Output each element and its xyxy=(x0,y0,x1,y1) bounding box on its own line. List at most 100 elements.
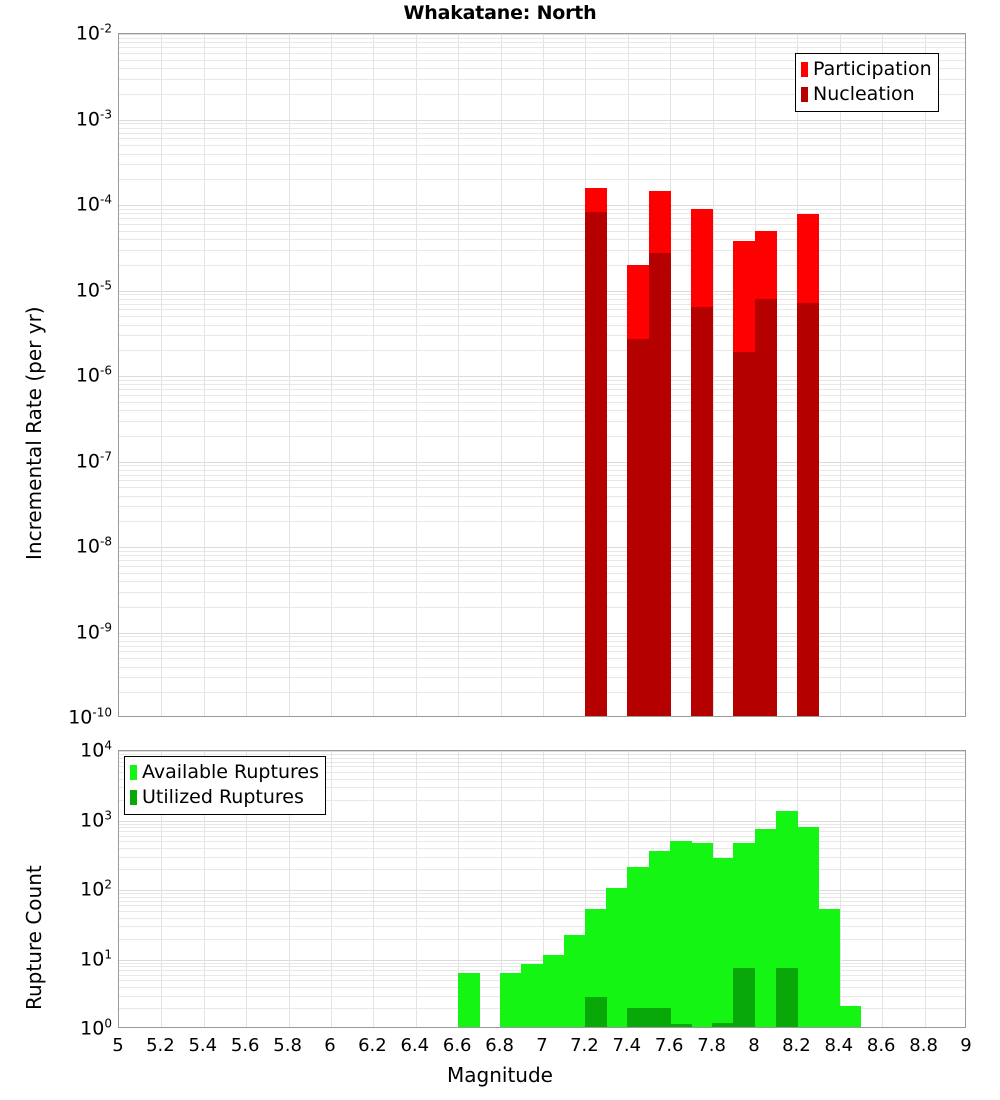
utilized-ruptures-bar xyxy=(649,1008,671,1027)
gridline-vertical xyxy=(882,751,883,1027)
gridline-minor xyxy=(119,911,965,912)
gridline-minor xyxy=(119,42,965,43)
magnitude-tick: 5.6 xyxy=(230,1035,260,1056)
gridline-minor xyxy=(119,897,965,898)
gridline-minor xyxy=(119,224,965,225)
utilized-ruptures-bar xyxy=(585,997,607,1027)
gridline-minor xyxy=(119,231,965,232)
gridline-minor xyxy=(119,836,965,837)
gridline-minor xyxy=(119,325,965,326)
gridline-vertical xyxy=(543,751,544,1027)
utilized-ruptures-bar xyxy=(670,1024,692,1027)
gridline-minor xyxy=(119,94,965,95)
gridline-vertical xyxy=(204,34,205,716)
gridline-minor xyxy=(119,436,965,437)
available-ruptures-bar xyxy=(691,843,713,1027)
gridline-minor xyxy=(119,389,965,390)
gridline-major xyxy=(119,890,965,891)
gridline-minor xyxy=(119,607,965,608)
magnitude-tick: 5 xyxy=(112,1035,124,1056)
gridline-minor xyxy=(119,893,965,894)
magnitude-tick: 6.2 xyxy=(358,1035,387,1056)
legend-label: Nucleation xyxy=(813,83,915,105)
gridline-vertical xyxy=(416,34,417,716)
gridline-minor xyxy=(119,766,965,767)
rupture-count-legend: Available Ruptures Utilized Ruptures xyxy=(124,756,326,815)
gridline-major xyxy=(119,291,965,292)
legend-swatch-icon xyxy=(130,790,137,805)
legend-swatch-icon xyxy=(801,87,808,102)
available-ruptures-bar xyxy=(670,841,692,1027)
gridline-minor xyxy=(119,239,965,240)
gridline-minor xyxy=(119,487,965,488)
gridline-minor xyxy=(119,658,965,659)
gridline-major xyxy=(119,547,965,548)
legend-swatch-icon xyxy=(801,62,808,77)
rupture-count-legend-entry: Available Ruptures xyxy=(130,760,319,785)
gridline-minor xyxy=(119,38,965,39)
gridline-vertical xyxy=(543,34,544,716)
gridline-major xyxy=(119,633,965,634)
gridline-minor xyxy=(119,470,965,471)
rupture-count-plot-area xyxy=(119,751,965,1027)
gridline-minor xyxy=(119,294,965,295)
magnitude-tick: 8.4 xyxy=(824,1035,854,1056)
gridline-minor xyxy=(119,848,965,849)
utilized-ruptures-bar xyxy=(776,968,798,1027)
gridline-minor xyxy=(119,636,965,637)
magnitude-tick: 6.6 xyxy=(442,1035,472,1056)
available-ruptures-bar xyxy=(543,955,565,1027)
rupture-count-y-tick: 103 xyxy=(80,807,112,832)
magnitude-tick: 7.4 xyxy=(612,1035,642,1056)
gridline-minor xyxy=(119,47,965,48)
available-ruptures-bar xyxy=(649,851,671,1027)
rupture-count-y-tick: 100 xyxy=(80,1016,112,1040)
gridline-minor xyxy=(119,905,965,906)
gridline-minor xyxy=(119,581,965,582)
nucleation-bar xyxy=(691,307,713,716)
gridline-minor xyxy=(119,465,965,466)
gridline-minor xyxy=(119,350,965,351)
incremental-rate-y-tick: 10-9 xyxy=(75,619,112,644)
gridline-vertical xyxy=(204,751,205,1027)
magnitude-tick: 7.6 xyxy=(654,1035,684,1056)
available-ruptures-bar xyxy=(839,1006,861,1027)
gridline-minor xyxy=(119,939,965,940)
gridline-minor xyxy=(119,384,965,385)
magnitude-tick: 7 xyxy=(536,1035,548,1056)
available-ruptures-bar xyxy=(606,888,628,1027)
gridline-vertical xyxy=(840,34,841,716)
gridline-minor xyxy=(119,335,965,336)
gridline-minor xyxy=(119,213,965,214)
gridline-minor xyxy=(119,316,965,317)
gridline-minor xyxy=(119,68,965,69)
gridline-minor xyxy=(119,506,965,507)
gridline-vertical xyxy=(501,751,502,1027)
available-ruptures-bar xyxy=(500,973,522,1027)
gridline-minor xyxy=(119,250,965,251)
incremental-rate-y-tick: 10-7 xyxy=(75,448,112,473)
gridline-minor xyxy=(119,901,965,902)
gridline-minor xyxy=(119,218,965,219)
gridline-minor xyxy=(119,677,965,678)
utilized-ruptures-bar xyxy=(733,968,755,1027)
gridline-vertical xyxy=(161,751,162,1027)
magnitude-tick: 6.8 xyxy=(485,1035,514,1056)
gridline-vertical xyxy=(289,34,290,716)
gridline-major xyxy=(119,821,965,822)
gridline-minor xyxy=(119,265,965,266)
gridline-minor xyxy=(119,299,965,300)
incremental-rate-plot-area xyxy=(119,34,965,716)
gridline-minor xyxy=(119,133,965,134)
nucleation-bar xyxy=(755,299,777,716)
gridline-major xyxy=(119,960,965,961)
utilized-ruptures-bar xyxy=(712,1023,734,1027)
incremental-rate-y-tick: 10-3 xyxy=(75,106,112,131)
gridline-vertical xyxy=(373,751,374,1027)
available-ruptures-bar xyxy=(564,935,586,1027)
gridline-minor xyxy=(119,869,965,870)
nucleation-bar xyxy=(797,303,819,716)
gridline-minor xyxy=(119,138,965,139)
gridline-minor xyxy=(119,128,965,129)
